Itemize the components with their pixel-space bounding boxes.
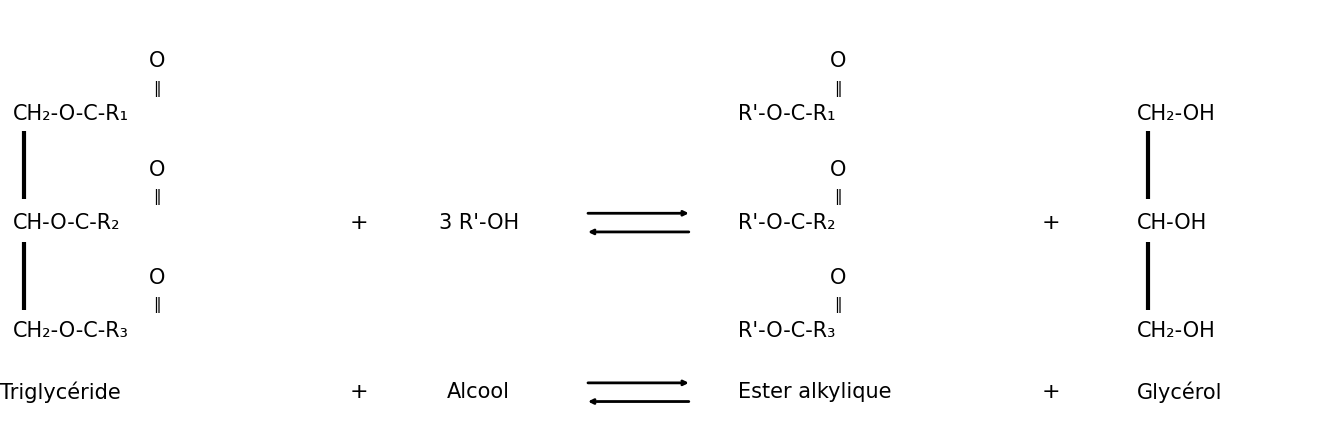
- Text: +: +: [1041, 382, 1060, 402]
- Text: Triglycéride: Triglycéride: [0, 382, 121, 403]
- Text: CH₂-O-C-R₁: CH₂-O-C-R₁: [13, 104, 129, 125]
- Text: O: O: [149, 268, 165, 288]
- Text: Glycérol: Glycérol: [1137, 382, 1222, 403]
- Text: +: +: [1041, 212, 1060, 233]
- Text: +: +: [350, 382, 368, 402]
- Text: ‖: ‖: [834, 81, 842, 97]
- Text: CH-O-C-R₂: CH-O-C-R₂: [13, 212, 121, 233]
- Text: ‖: ‖: [834, 297, 842, 313]
- Text: R'-O-C-R₂: R'-O-C-R₂: [738, 212, 835, 233]
- Text: R'-O-C-R₁: R'-O-C-R₁: [738, 104, 835, 125]
- Text: CH₂-OH: CH₂-OH: [1137, 321, 1216, 341]
- Text: Ester alkylique: Ester alkylique: [738, 382, 891, 402]
- Text: ‖: ‖: [834, 189, 842, 205]
- Text: O: O: [830, 268, 846, 288]
- Text: CH-OH: CH-OH: [1137, 212, 1208, 233]
- Text: Alcool: Alcool: [447, 382, 511, 402]
- Text: ‖: ‖: [153, 81, 161, 97]
- Text: O: O: [830, 51, 846, 72]
- Text: R'-O-C-R₃: R'-O-C-R₃: [738, 321, 835, 341]
- Text: ‖: ‖: [153, 189, 161, 205]
- Text: CH₂-O-C-R₃: CH₂-O-C-R₃: [13, 321, 129, 341]
- Text: O: O: [149, 159, 165, 180]
- Text: +: +: [350, 212, 368, 233]
- Text: CH₂-OH: CH₂-OH: [1137, 104, 1216, 125]
- Text: O: O: [830, 159, 846, 180]
- Text: O: O: [149, 51, 165, 72]
- Text: 3 R'-OH: 3 R'-OH: [439, 212, 519, 233]
- Text: ‖: ‖: [153, 297, 161, 313]
